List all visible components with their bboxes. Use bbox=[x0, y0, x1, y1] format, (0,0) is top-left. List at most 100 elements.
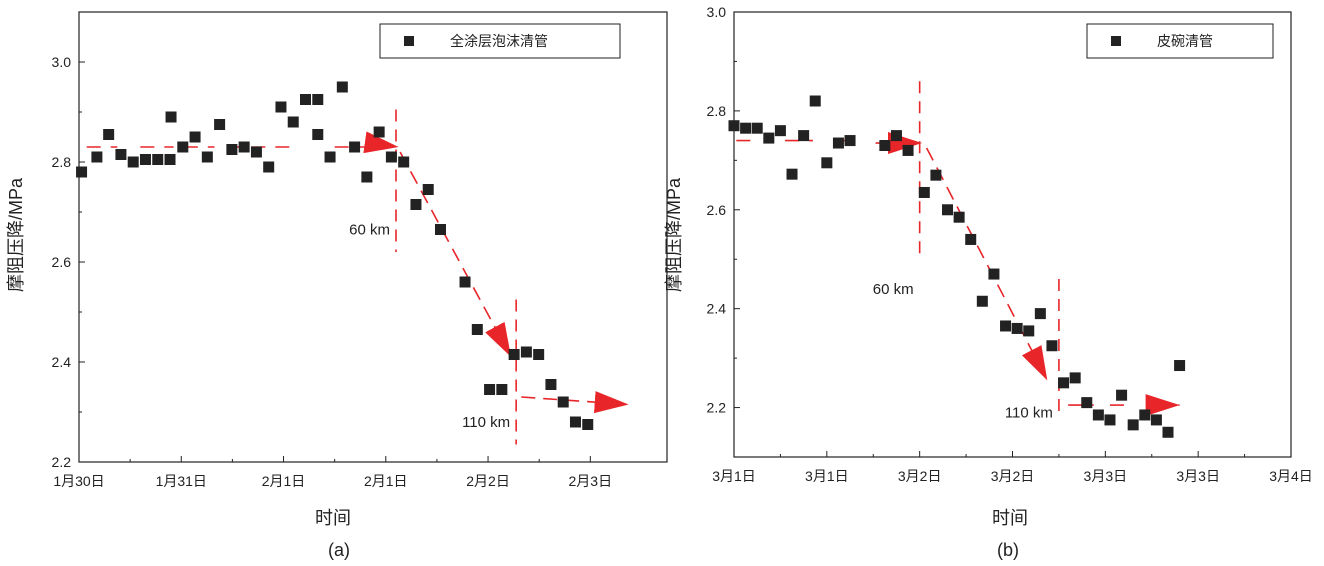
data-point bbox=[953, 211, 965, 223]
data-point bbox=[349, 141, 361, 153]
data-point bbox=[410, 199, 422, 210]
legend-box bbox=[379, 23, 621, 59]
data-point bbox=[484, 384, 496, 395]
data-point bbox=[890, 130, 902, 142]
data-point bbox=[496, 384, 508, 395]
y-tick-label: 2.6 bbox=[707, 202, 727, 218]
trend-arrow bbox=[399, 151, 512, 358]
data-point bbox=[1058, 377, 1070, 389]
data-point bbox=[988, 268, 1000, 280]
y-tick-label: 3.0 bbox=[52, 54, 72, 70]
x-axis-title: 时间 bbox=[315, 508, 351, 528]
data-point bbox=[1150, 414, 1162, 426]
data-point bbox=[422, 184, 434, 195]
data-point bbox=[533, 349, 545, 360]
data-point bbox=[471, 324, 483, 335]
data-point bbox=[809, 95, 821, 107]
trend-arrow bbox=[521, 391, 629, 414]
distance-marker-label: 110 km bbox=[462, 414, 510, 431]
data-point bbox=[774, 125, 786, 137]
data-point bbox=[115, 149, 127, 160]
data-point bbox=[434, 224, 446, 235]
data-point bbox=[312, 94, 324, 105]
data-point bbox=[508, 349, 520, 360]
x-tick-label: 2月3日 bbox=[569, 473, 613, 489]
y-tick-label: 2.4 bbox=[52, 354, 72, 370]
data-point bbox=[582, 419, 594, 430]
y-tick-label: 2.8 bbox=[707, 103, 727, 119]
data-point bbox=[1023, 325, 1035, 337]
y-tick-label: 2.2 bbox=[707, 400, 727, 416]
data-point bbox=[918, 186, 930, 198]
data-point bbox=[361, 171, 373, 183]
data-point bbox=[250, 146, 262, 158]
trend-arrow bbox=[925, 147, 1049, 381]
y-tick-label: 2.8 bbox=[52, 154, 72, 170]
data-point bbox=[226, 144, 238, 155]
data-point bbox=[798, 130, 810, 142]
legend-label: 全涂层泡沫清管 bbox=[450, 33, 548, 49]
data-point bbox=[786, 168, 798, 180]
x-tick-label: 3月2日 bbox=[898, 468, 942, 484]
data-point bbox=[177, 141, 189, 153]
data-point bbox=[1139, 409, 1151, 421]
x-tick-label: 3月2日 bbox=[991, 468, 1035, 484]
data-point bbox=[557, 396, 569, 408]
distance-marker-label: 60 km bbox=[349, 222, 390, 239]
data-point bbox=[201, 151, 213, 163]
distance-marker-label: 60 km bbox=[873, 281, 914, 298]
data-point bbox=[165, 111, 177, 123]
data-point bbox=[127, 156, 139, 168]
data-point bbox=[1162, 426, 1174, 438]
plot-frame bbox=[733, 11, 1292, 458]
data-point bbox=[103, 129, 115, 140]
x-tick-label: 3月1日 bbox=[712, 468, 756, 484]
data-point bbox=[312, 129, 324, 140]
x-tick-label: 1月31日 bbox=[156, 473, 207, 489]
data-point bbox=[942, 204, 954, 216]
data-point bbox=[152, 154, 164, 165]
data-point bbox=[832, 137, 844, 149]
data-point bbox=[976, 295, 988, 307]
data-point bbox=[965, 233, 977, 245]
data-point bbox=[91, 151, 103, 163]
data-point bbox=[930, 169, 942, 181]
x-tick-label: 3月3日 bbox=[1176, 468, 1220, 484]
x-tick-label: 3月3日 bbox=[1084, 468, 1128, 484]
data-point bbox=[763, 132, 775, 144]
data-point bbox=[1000, 320, 1012, 332]
panel-b: 2.2 2.4 2.6 2.8 3.0 3月1日 3月1日 3月2日 3月2日 3月3日 3月3日 3… bbox=[664, 4, 1313, 560]
data-point bbox=[189, 131, 201, 143]
y-axis-title: 摩阻压降/MPa bbox=[6, 177, 26, 292]
x-axis-title: 时间 bbox=[992, 508, 1028, 528]
data-point bbox=[1046, 340, 1058, 352]
x-tick-label: 1月30日 bbox=[53, 473, 104, 489]
data-point bbox=[1081, 397, 1093, 409]
data-point bbox=[1034, 308, 1046, 320]
trend-arrow bbox=[363, 131, 399, 154]
distance-marker-label: 110 km bbox=[1005, 405, 1053, 422]
legend-marker bbox=[1111, 36, 1121, 46]
data-point bbox=[275, 101, 287, 113]
data-point bbox=[1011, 322, 1023, 334]
y-axis-title: 摩阻压降/MPa bbox=[664, 177, 684, 292]
data-point bbox=[879, 140, 891, 151]
y-tick-label: 2.4 bbox=[707, 301, 727, 317]
legend-label: 皮碗清管 bbox=[1157, 33, 1213, 49]
data-point bbox=[1092, 409, 1104, 421]
data-point bbox=[545, 379, 557, 390]
x-tick-label: 2月1日 bbox=[262, 473, 306, 489]
data-point bbox=[76, 166, 88, 178]
data-point bbox=[1127, 419, 1139, 431]
data-point bbox=[821, 157, 833, 169]
data-point bbox=[214, 119, 226, 130]
data-point bbox=[398, 156, 410, 168]
panel-label: (b) bbox=[997, 540, 1019, 560]
data-point bbox=[373, 126, 385, 138]
data-point bbox=[139, 154, 151, 165]
data-point bbox=[263, 161, 275, 173]
data-point bbox=[324, 151, 336, 163]
data-point bbox=[520, 346, 532, 358]
y-tick-label: 2.2 bbox=[52, 454, 72, 470]
